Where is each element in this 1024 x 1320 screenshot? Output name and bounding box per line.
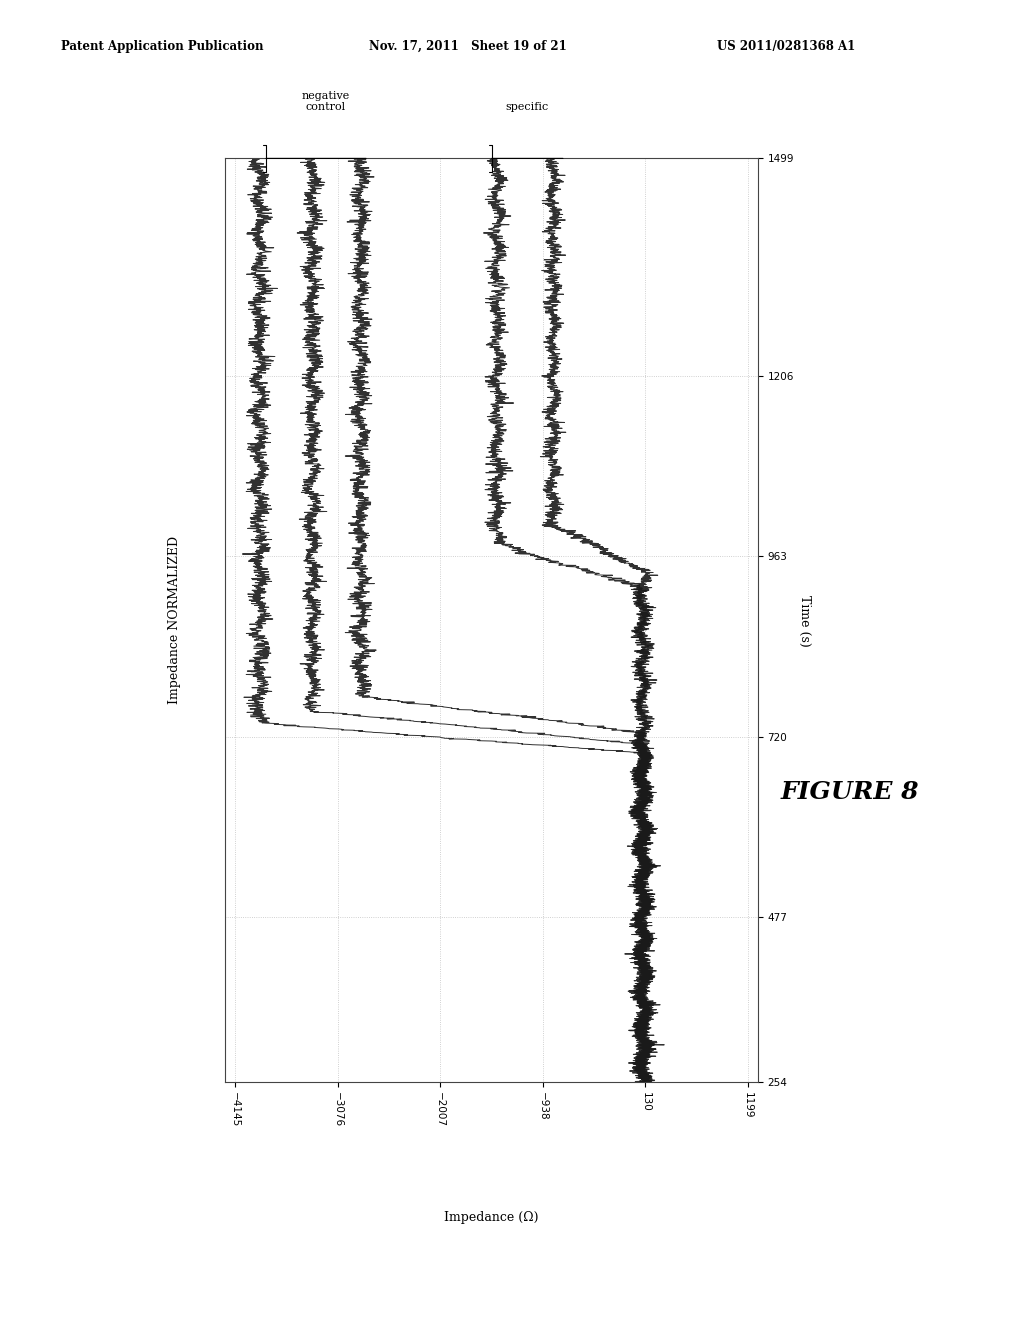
Text: negative
control: negative control [301, 91, 350, 112]
Text: Patent Application Publication: Patent Application Publication [61, 40, 264, 53]
Text: FIGURE 8: FIGURE 8 [780, 780, 920, 804]
X-axis label: Impedance (Ω): Impedance (Ω) [444, 1210, 539, 1224]
Text: Impedance NORMALIZED: Impedance NORMALIZED [168, 536, 180, 705]
Text: specific: specific [506, 102, 549, 112]
Y-axis label: Time (s): Time (s) [798, 594, 811, 647]
Text: US 2011/0281368 A1: US 2011/0281368 A1 [717, 40, 855, 53]
Text: Nov. 17, 2011   Sheet 19 of 21: Nov. 17, 2011 Sheet 19 of 21 [369, 40, 566, 53]
